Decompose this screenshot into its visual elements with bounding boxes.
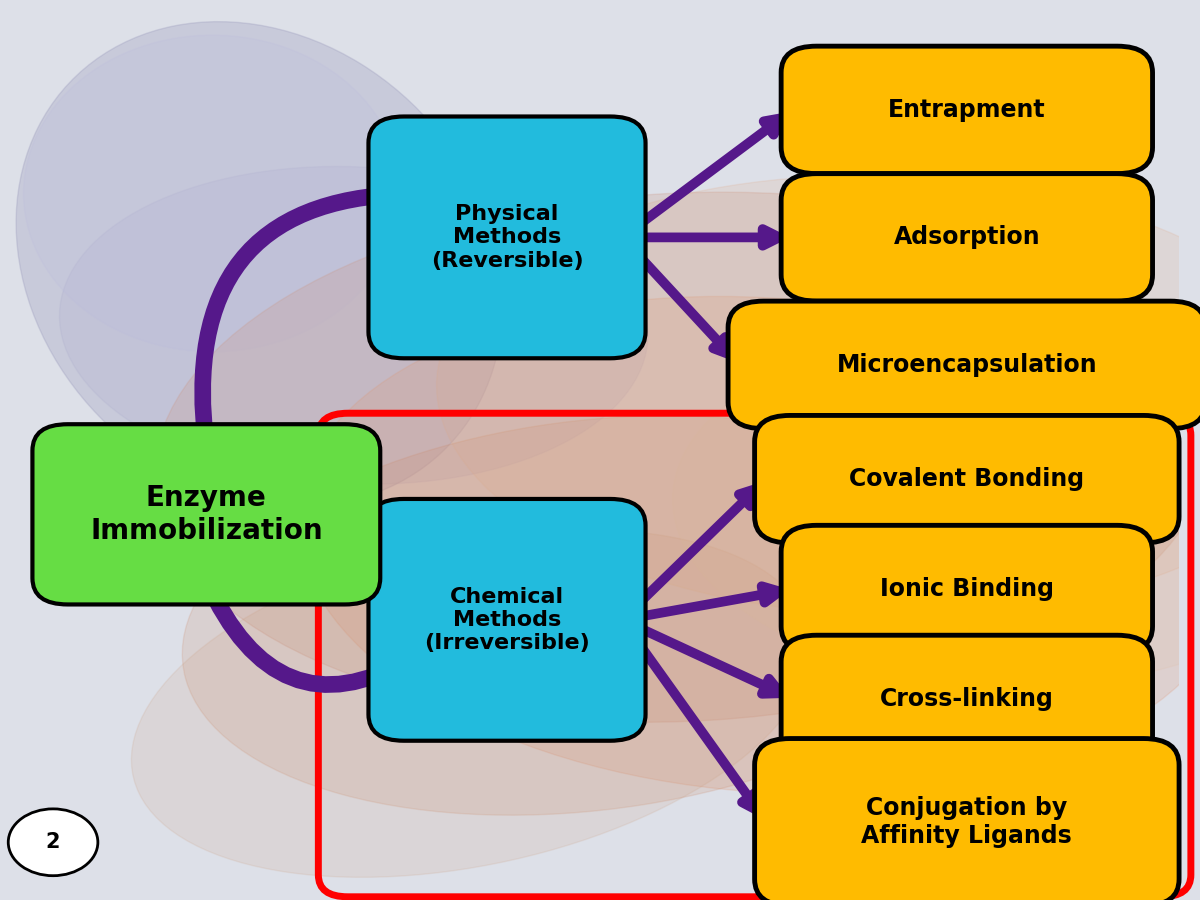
Text: Microencapsulation: Microencapsulation	[836, 353, 1097, 377]
FancyBboxPatch shape	[32, 424, 380, 605]
FancyBboxPatch shape	[781, 526, 1152, 652]
Ellipse shape	[155, 193, 1200, 722]
Text: Ionic Binding: Ionic Binding	[880, 577, 1054, 601]
FancyBboxPatch shape	[368, 116, 646, 358]
Text: 2: 2	[46, 832, 60, 852]
Text: Adsorption: Adsorption	[894, 225, 1040, 249]
Circle shape	[8, 809, 98, 876]
Text: Entrapment: Entrapment	[888, 98, 1045, 122]
FancyBboxPatch shape	[781, 174, 1152, 302]
FancyBboxPatch shape	[755, 416, 1180, 543]
FancyBboxPatch shape	[781, 635, 1152, 762]
Text: Conjugation by
Affinity Ligands: Conjugation by Affinity Ligands	[862, 796, 1073, 848]
Ellipse shape	[16, 22, 503, 506]
Text: Covalent Bonding: Covalent Bonding	[850, 467, 1085, 491]
Text: Physical
Methods
(Reversible): Physical Methods (Reversible)	[431, 204, 583, 271]
Ellipse shape	[132, 529, 812, 878]
FancyBboxPatch shape	[728, 302, 1200, 428]
Ellipse shape	[24, 35, 401, 352]
Ellipse shape	[60, 166, 648, 484]
FancyBboxPatch shape	[781, 46, 1152, 174]
Ellipse shape	[182, 416, 997, 815]
Text: Enzyme
Immobilization: Enzyme Immobilization	[90, 484, 323, 544]
Ellipse shape	[673, 334, 1200, 687]
FancyBboxPatch shape	[368, 499, 646, 741]
FancyBboxPatch shape	[755, 739, 1180, 900]
Text: Chemical
Methods
(Irreversible): Chemical Methods (Irreversible)	[424, 587, 590, 653]
Ellipse shape	[298, 296, 1200, 794]
Ellipse shape	[437, 176, 1200, 616]
Text: Cross-linking: Cross-linking	[880, 687, 1054, 711]
